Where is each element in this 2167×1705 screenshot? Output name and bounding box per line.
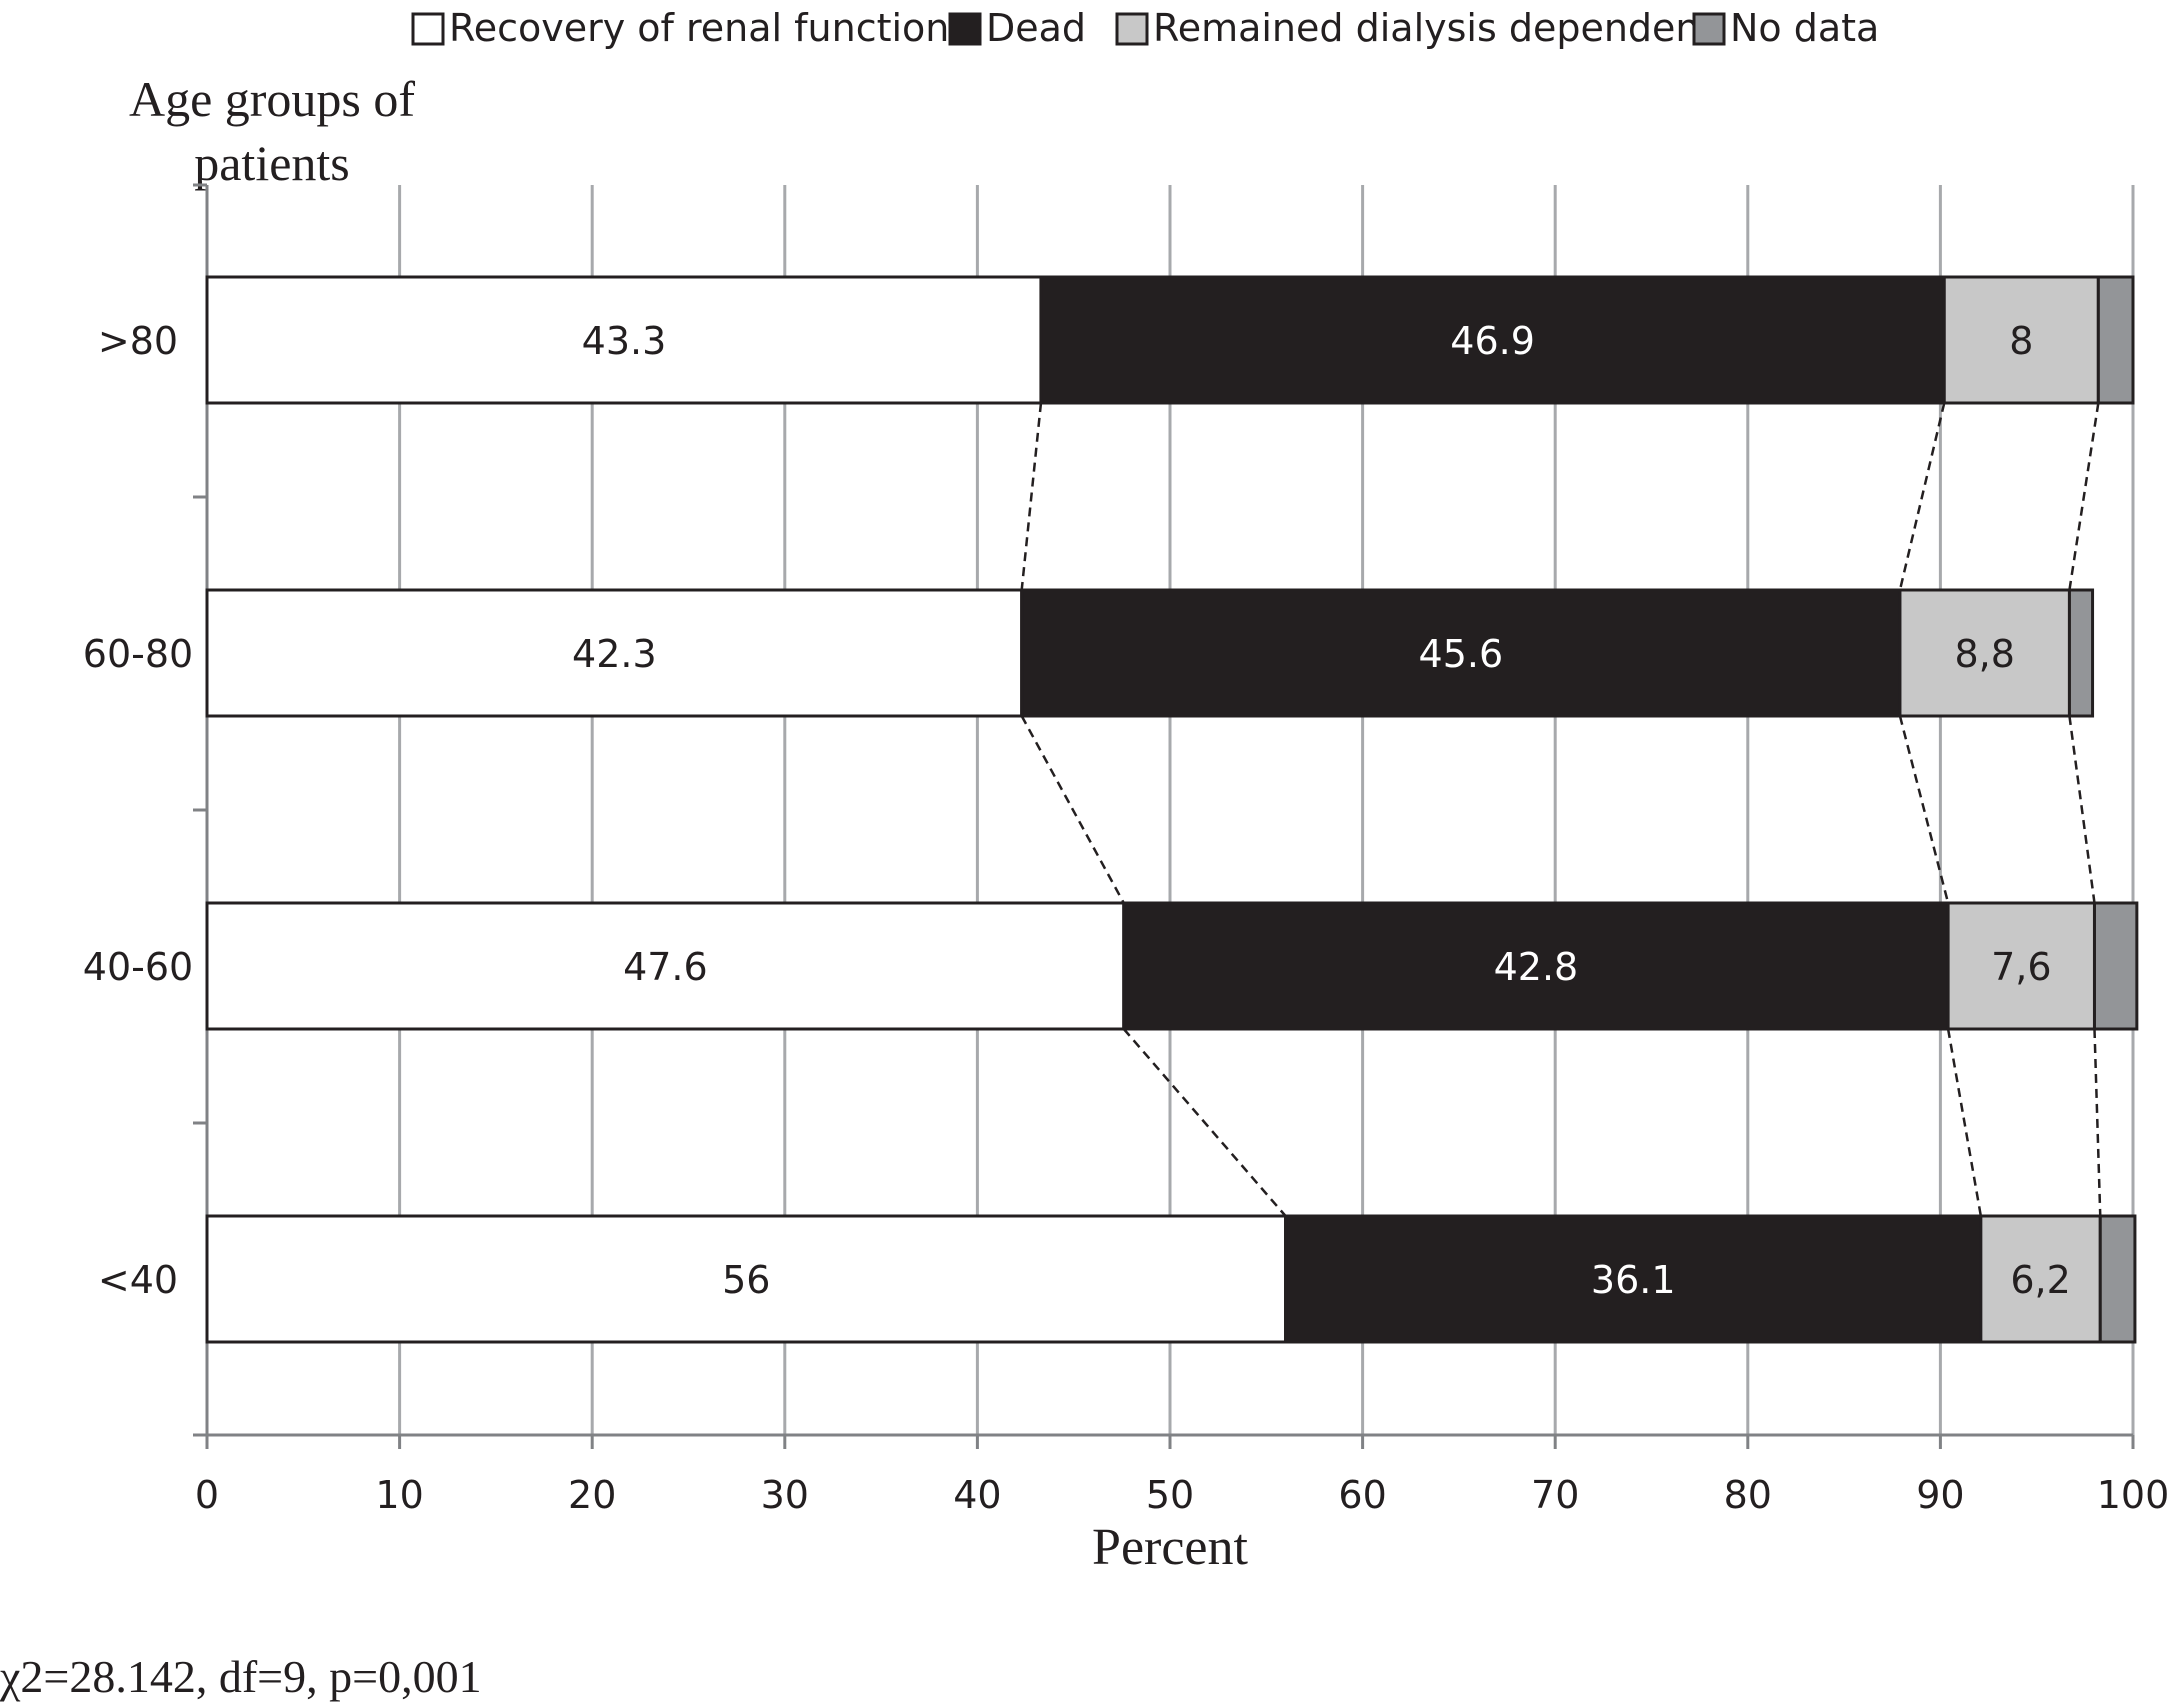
bar-dead-40: [1284, 1214, 1983, 1344]
connector-line: [2068, 402, 2100, 591]
legend-label-remained-dialysis-dependent: Remained dialysis dependent: [1153, 6, 1714, 50]
x-tick-label: 80: [1724, 1473, 1772, 1517]
y-tick-label: 60-80: [83, 632, 193, 676]
data-label: 47.6: [623, 945, 708, 989]
data-label: 36.1: [1591, 1258, 1676, 1302]
x-tick-label: 40: [953, 1473, 1001, 1517]
bar-no-data-60-80: [2067, 588, 2095, 718]
x-tick-label: 30: [761, 1473, 809, 1517]
connector-lines: [1020, 402, 2102, 1217]
bar-remained-dialysis-dependent-40-60: [1946, 901, 2096, 1031]
connector-line: [1898, 402, 1946, 591]
bar-recovery-of-renal-function-80: [205, 275, 1043, 405]
x-tick-label: 60: [1338, 1473, 1386, 1517]
data-label: 56: [722, 1258, 770, 1302]
connector-line: [1122, 1028, 1287, 1217]
data-label: 8: [2009, 319, 2033, 363]
bar-recovery-of-renal-function-40-60: [205, 901, 1126, 1031]
y-axis-title-line-1: Age groups of: [129, 71, 415, 127]
data-label: 45.6: [1419, 632, 1504, 676]
data-label: 42.3: [572, 632, 657, 676]
y-tick-label: 40-60: [83, 945, 193, 989]
x-tick-label: 100: [2097, 1473, 2167, 1517]
x-tick-label: 20: [568, 1473, 616, 1517]
legend-swatch-no-data: [1692, 12, 1726, 46]
tick-labels: >80 60-80 40-60 <40 0 10 20 30 40 50 60 70 80 90 100: [83, 319, 2167, 1517]
bar-dead-40-60: [1122, 901, 1950, 1031]
connector-line: [2093, 1028, 2102, 1217]
data-label: 42.8: [1494, 945, 1579, 989]
y-tick-label: >80: [98, 319, 178, 363]
legend-swatch-recovery-of-renal-function: [411, 12, 445, 46]
bar-no-data-80: [2096, 275, 2135, 405]
data-label: 8,8: [1954, 632, 2014, 676]
connector-line: [1020, 715, 1125, 904]
legend: Recovery of renal function Dead Remained d…: [411, 6, 1879, 50]
data-label: 43.3: [582, 319, 667, 363]
data-label: 46.9: [1450, 319, 1535, 363]
legend-swatch-remained-dialysis-dependent: [1115, 12, 1149, 46]
x-tick-label: 90: [1916, 1473, 1964, 1517]
bar-remained-dialysis-dependent-40: [1979, 1214, 2102, 1344]
x-axis-title: Percent: [1092, 1519, 1248, 1576]
connector-line: [1946, 1028, 1983, 1217]
bar-recovery-of-renal-function-40: [205, 1214, 1288, 1344]
y-tick-label: <40: [98, 1258, 178, 1302]
x-tick-label: 50: [1146, 1473, 1194, 1517]
legend-label-no-data: No data: [1730, 6, 1879, 50]
bar-no-data-40-60: [2092, 901, 2139, 1031]
data-labels: 43.3 46.9 8 42.3 45.6 8,8 47.6 42.8 7,6 56 36.1 6,2: [572, 319, 2071, 1302]
data-label: 7,6: [1991, 945, 2051, 989]
legend-label-dead: Dead: [986, 6, 1086, 50]
connector-line: [1898, 715, 1950, 904]
x-tick-label: 0: [195, 1473, 219, 1517]
y-axis-title-line-2: patients: [194, 135, 350, 191]
bar-no-data-40: [2098, 1214, 2137, 1344]
connector-line: [1020, 402, 1043, 591]
x-tick-label: 70: [1531, 1473, 1579, 1517]
bar-recovery-of-renal-function-60-80: [205, 588, 1024, 718]
x-tick-label: 10: [375, 1473, 423, 1517]
legend-label-recovery-of-renal-function: Recovery of renal function: [449, 6, 949, 50]
bar-remained-dialysis-dependent-60-80: [1898, 588, 2071, 718]
legend-swatch-dead: [948, 12, 982, 46]
data-label: 6,2: [2010, 1258, 2070, 1302]
connector-line: [2068, 715, 2096, 904]
statistics-annotation: χ2=28.142, df=9, p=0,001: [0, 1651, 482, 1702]
bars: [205, 275, 2139, 1344]
